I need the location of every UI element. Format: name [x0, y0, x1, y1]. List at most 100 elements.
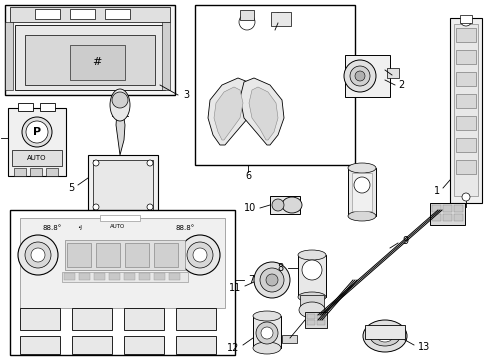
Ellipse shape	[271, 199, 284, 211]
Bar	[35, 9, 60, 19]
Ellipse shape	[93, 160, 99, 166]
Ellipse shape	[31, 248, 45, 262]
Bar	[109, 273, 120, 280]
Bar	[15, 25, 164, 90]
Bar	[297, 255, 325, 297]
Text: 7: 7	[247, 275, 254, 285]
Bar	[67, 243, 91, 267]
Text: 11: 11	[228, 283, 241, 293]
Ellipse shape	[460, 18, 470, 26]
Bar	[93, 160, 153, 210]
Bar	[124, 273, 135, 280]
Ellipse shape	[252, 311, 281, 321]
Text: 12: 12	[226, 343, 239, 353]
Bar	[64, 273, 75, 280]
Ellipse shape	[353, 177, 369, 193]
Text: AUTO: AUTO	[27, 155, 47, 161]
Ellipse shape	[261, 327, 272, 339]
Bar	[345, 55, 389, 97]
Bar	[65, 240, 184, 270]
Ellipse shape	[354, 71, 364, 81]
Ellipse shape	[260, 268, 284, 292]
Bar	[14, 168, 26, 176]
Ellipse shape	[256, 322, 278, 344]
Ellipse shape	[343, 60, 375, 92]
Ellipse shape	[22, 117, 52, 147]
Ellipse shape	[252, 342, 281, 354]
Ellipse shape	[302, 260, 321, 280]
Bar	[455, 72, 475, 86]
Bar	[20, 308, 60, 330]
Bar	[88, 155, 158, 215]
Ellipse shape	[265, 274, 278, 286]
Text: 8: 8	[277, 263, 284, 273]
Bar	[431, 205, 440, 212]
Ellipse shape	[369, 326, 399, 346]
Bar	[96, 243, 120, 267]
Bar	[455, 116, 475, 130]
Bar	[154, 273, 164, 280]
Polygon shape	[207, 78, 251, 145]
Bar	[455, 28, 475, 42]
Bar	[72, 336, 112, 354]
Ellipse shape	[193, 248, 206, 262]
Text: •J: •J	[77, 225, 82, 230]
Bar	[46, 168, 58, 176]
Ellipse shape	[112, 92, 128, 108]
Bar	[282, 335, 296, 343]
Bar	[100, 215, 140, 221]
Bar	[459, 15, 471, 23]
Ellipse shape	[297, 250, 325, 260]
Ellipse shape	[376, 330, 392, 342]
Ellipse shape	[147, 160, 153, 166]
Ellipse shape	[298, 302, 325, 318]
Bar	[154, 243, 178, 267]
Bar	[125, 243, 149, 267]
Bar	[386, 68, 398, 78]
Bar	[305, 312, 326, 328]
Text: 3: 3	[183, 90, 189, 100]
Text: 13: 13	[417, 342, 429, 352]
Polygon shape	[240, 78, 284, 145]
Ellipse shape	[239, 14, 254, 30]
Bar	[62, 272, 187, 282]
Bar	[176, 336, 216, 354]
Bar	[30, 168, 42, 176]
Ellipse shape	[297, 292, 325, 302]
Bar	[442, 205, 451, 212]
Bar	[316, 320, 325, 325]
Polygon shape	[214, 87, 243, 140]
Ellipse shape	[186, 242, 213, 268]
Text: 88.8°: 88.8°	[42, 225, 61, 231]
Polygon shape	[116, 108, 125, 155]
Bar	[8, 108, 66, 176]
Bar	[10, 7, 170, 22]
Ellipse shape	[282, 197, 302, 213]
Ellipse shape	[180, 235, 220, 275]
Bar	[269, 196, 299, 214]
Bar	[124, 308, 163, 330]
Bar	[40, 103, 55, 111]
Bar	[455, 138, 475, 152]
Bar	[139, 273, 150, 280]
Text: 5: 5	[68, 183, 74, 193]
Bar	[449, 18, 481, 203]
Ellipse shape	[25, 242, 51, 268]
Bar	[455, 94, 475, 108]
Bar	[195, 5, 354, 165]
Bar	[364, 325, 404, 339]
Bar	[306, 314, 314, 319]
Text: #: #	[92, 57, 102, 67]
Ellipse shape	[147, 204, 153, 210]
Bar	[10, 210, 235, 355]
Bar	[124, 336, 163, 354]
Bar	[431, 214, 440, 221]
Ellipse shape	[110, 89, 130, 121]
Ellipse shape	[461, 193, 469, 201]
Ellipse shape	[347, 211, 375, 221]
Ellipse shape	[272, 13, 283, 23]
Bar	[20, 336, 60, 354]
Bar	[70, 9, 95, 19]
Bar	[453, 205, 462, 212]
Bar	[5, 22, 13, 90]
